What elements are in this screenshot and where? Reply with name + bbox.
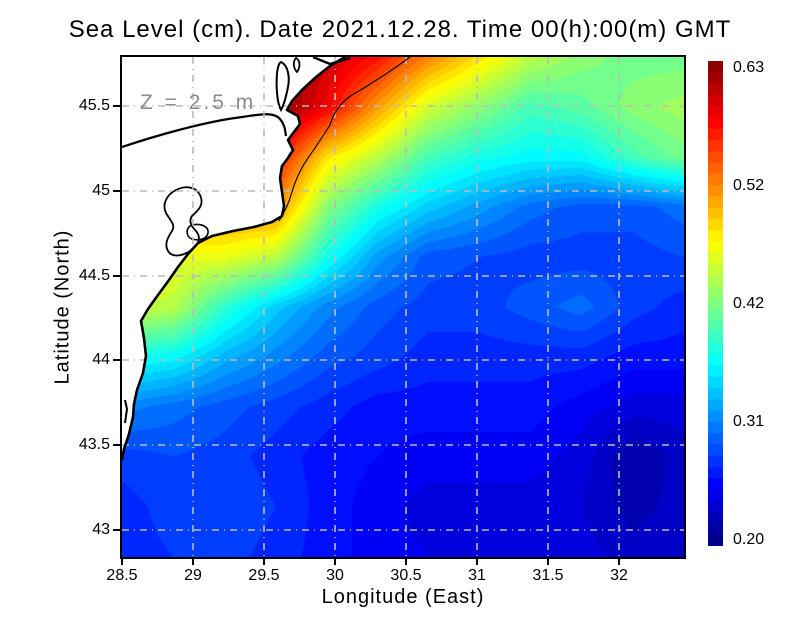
depth-annotation: Z = 2.5 m	[140, 91, 257, 114]
y-tick	[113, 359, 120, 361]
y-tick	[113, 529, 120, 531]
y-tick-label: 43.5	[78, 436, 110, 453]
x-tick	[263, 559, 265, 565]
coastal-lagoon-contour	[186, 223, 209, 241]
gridlines	[122, 57, 684, 557]
colorbar-tick-label: 0.63	[733, 59, 765, 76]
map-overlay	[122, 57, 684, 557]
x-tick	[334, 559, 336, 565]
x-axis-label: Longitude (East)	[321, 586, 485, 608]
x-tick	[121, 559, 123, 565]
sea-level-contour-line	[278, 57, 411, 222]
y-tick-label: 44.5	[78, 267, 110, 284]
colorbar-tick-label: 0.42	[733, 295, 765, 312]
y-tick	[113, 190, 120, 192]
colorbar	[708, 61, 723, 546]
land-mask	[122, 57, 345, 460]
x-tick-label: 29.5	[248, 567, 280, 584]
y-tick	[113, 444, 120, 446]
x-tick-label: 31.5	[532, 567, 564, 584]
x-tick-label: 31	[468, 567, 486, 584]
x-tick-label: 29	[184, 567, 202, 584]
y-tick	[113, 275, 120, 277]
x-tick	[618, 559, 620, 565]
x-tick-label: 28.5	[106, 567, 138, 584]
y-tick-label: 44	[92, 351, 110, 368]
x-tick	[405, 559, 407, 565]
x-tick	[547, 559, 549, 565]
y-tick-label: 43	[92, 521, 110, 538]
y-tick-label: 45.5	[78, 97, 110, 114]
liman-contour	[275, 60, 290, 112]
x-tick-label: 30.5	[390, 567, 422, 584]
colorbar-tick-label: 0.31	[733, 413, 765, 430]
estuary-contour	[122, 113, 288, 149]
colorbar-tick-label: 0.52	[733, 177, 765, 194]
x-tick	[476, 559, 478, 565]
spit-coastline	[312, 57, 351, 66]
coastline	[122, 57, 346, 461]
y-tick-label: 45	[92, 182, 110, 199]
x-tick-label: 32	[610, 567, 628, 584]
chart-title: Sea Level (cm). Date 2021.12.28. Time 00…	[68, 16, 732, 43]
y-tick	[113, 105, 120, 107]
edge-lagoon-segment	[124, 399, 129, 424]
x-tick-label: 30	[326, 567, 344, 584]
x-tick	[192, 559, 194, 565]
liman-contour-small	[292, 57, 301, 74]
colorbar-tick-label: 0.20	[733, 531, 765, 548]
